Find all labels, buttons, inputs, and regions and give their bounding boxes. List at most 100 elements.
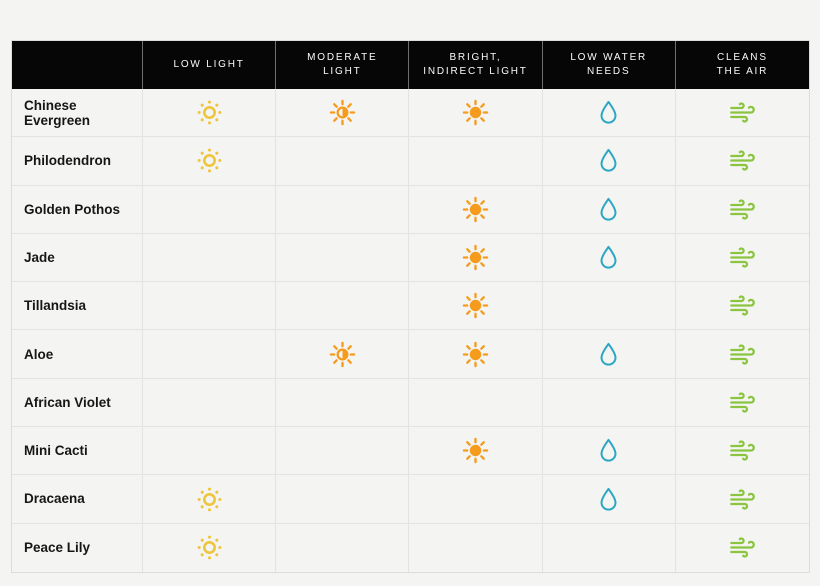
plant-name-cell: Philodendron: [12, 137, 143, 186]
column-header-label: LOW WATER NEEDS: [570, 51, 648, 78]
cell-low_water_needs: [542, 427, 676, 476]
cell-low_water_needs: [542, 523, 676, 572]
table-row: Mini Cacti: [12, 427, 809, 476]
cell-cleans_the_air: [675, 282, 809, 331]
plant-care-table: LOW LIGHT MODERATE LIGHT BRIGHT, INDIRECT …: [11, 40, 810, 573]
cell-bright_indirect_light: [409, 523, 543, 572]
column-header-cleans_the_air: CLEANS THE AIR: [676, 41, 809, 89]
cell-low_light: [143, 185, 277, 234]
cell-cleans_the_air: [675, 330, 809, 379]
column-header-label: MODERATE LIGHT: [307, 51, 378, 78]
cell-cleans_the_air: [675, 137, 809, 186]
plant-name: Tillandsia: [24, 298, 87, 314]
plant-name: Peace Lily: [24, 540, 91, 556]
water-drop-icon: [595, 437, 622, 464]
wind-icon: [729, 292, 756, 319]
cell-low_water_needs: [542, 475, 676, 524]
table-row: Chinese Evergreen: [12, 89, 809, 138]
cell-bright_indirect_light: [409, 137, 543, 186]
cell-low_light: [143, 233, 277, 283]
cell-moderate_light: [276, 137, 410, 186]
water-drop-icon: [595, 244, 622, 271]
water-drop-icon: [595, 486, 622, 513]
cell-low_light: [143, 475, 277, 524]
plant-name: Mini Cacti: [24, 443, 88, 459]
wind-icon: [729, 244, 756, 271]
plant-name-cell: Aloe: [12, 330, 143, 379]
cell-moderate_light: [276, 475, 410, 524]
cell-cleans_the_air: [675, 475, 809, 524]
header-row: LOW LIGHT MODERATE LIGHT BRIGHT, INDIRECT …: [12, 41, 809, 89]
wind-icon: [729, 99, 756, 126]
cell-low_light: [143, 523, 277, 572]
sun-outline-icon: [196, 147, 223, 174]
wind-icon: [729, 389, 756, 416]
cell-moderate_light: [276, 330, 410, 379]
cell-low_water_needs: [542, 185, 676, 234]
cell-low_water_needs: [542, 282, 676, 331]
wind-icon: [729, 437, 756, 464]
wind-icon: [729, 486, 756, 513]
table-row: Jade: [12, 233, 809, 283]
cell-moderate_light: [276, 378, 410, 428]
plant-name: Jade: [24, 249, 55, 265]
plant-name-cell: Mini Cacti: [12, 427, 143, 476]
cell-low_water_needs: [542, 330, 676, 379]
plant-name: Chinese Evergreen: [24, 97, 91, 128]
cell-moderate_light: [276, 89, 410, 138]
cell-low_light: [143, 282, 277, 331]
cell-cleans_the_air: [675, 185, 809, 234]
water-drop-icon: [595, 341, 622, 368]
table-row: Golden Pothos: [12, 185, 809, 234]
wind-icon: [729, 147, 756, 174]
plant-name: African Violet: [24, 394, 111, 410]
cell-moderate_light: [276, 233, 410, 283]
plant-name-cell: Chinese Evergreen: [12, 89, 143, 138]
cell-bright_indirect_light: [409, 378, 543, 428]
cell-bright_indirect_light: [409, 427, 543, 476]
plant-name: Dracaena: [24, 491, 85, 507]
table-row: Aloe: [12, 330, 809, 379]
sun-filled-icon: [462, 99, 489, 126]
plant-name-cell: Jade: [12, 233, 143, 283]
cell-low_water_needs: [542, 137, 676, 186]
sun-half-icon: [329, 99, 356, 126]
plant-name-cell: Tillandsia: [12, 282, 143, 331]
sun-filled-icon: [462, 292, 489, 319]
plant-name-cell: African Violet: [12, 378, 143, 428]
sun-filled-icon: [462, 341, 489, 368]
column-header-low_light: LOW LIGHT: [143, 41, 277, 89]
cell-cleans_the_air: [675, 523, 809, 572]
water-drop-icon: [595, 147, 622, 174]
cell-low_light: [143, 330, 277, 379]
cell-low_water_needs: [542, 233, 676, 283]
table-row: Dracaena: [12, 475, 809, 524]
cell-low_light: [143, 427, 277, 476]
plant-name-cell: Golden Pothos: [12, 185, 143, 234]
table-row: Philodendron: [12, 137, 809, 186]
cell-bright_indirect_light: [409, 282, 543, 331]
column-header-label: BRIGHT, INDIRECT LIGHT: [423, 51, 528, 78]
wind-icon: [729, 196, 756, 223]
cell-moderate_light: [276, 185, 410, 234]
cell-cleans_the_air: [675, 233, 809, 283]
sun-half-icon: [329, 341, 356, 368]
sun-outline-icon: [196, 486, 223, 513]
plant-name-cell: Peace Lily: [12, 523, 143, 572]
cell-low_water_needs: [542, 378, 676, 428]
cell-bright_indirect_light: [409, 475, 543, 524]
column-header-plant-name: [12, 41, 143, 89]
cell-bright_indirect_light: [409, 185, 543, 234]
wind-icon: [729, 534, 756, 561]
cell-moderate_light: [276, 282, 410, 331]
cell-low_light: [143, 378, 277, 428]
plant-name: Aloe: [24, 346, 54, 362]
plant-name: Philodendron: [24, 153, 111, 169]
sun-outline-icon: [196, 534, 223, 561]
cell-low_light: [143, 89, 277, 138]
table-row: Peace Lily: [12, 523, 809, 572]
cell-cleans_the_air: [675, 89, 809, 138]
table-row: African Violet: [12, 378, 809, 428]
cell-moderate_light: [276, 523, 410, 572]
